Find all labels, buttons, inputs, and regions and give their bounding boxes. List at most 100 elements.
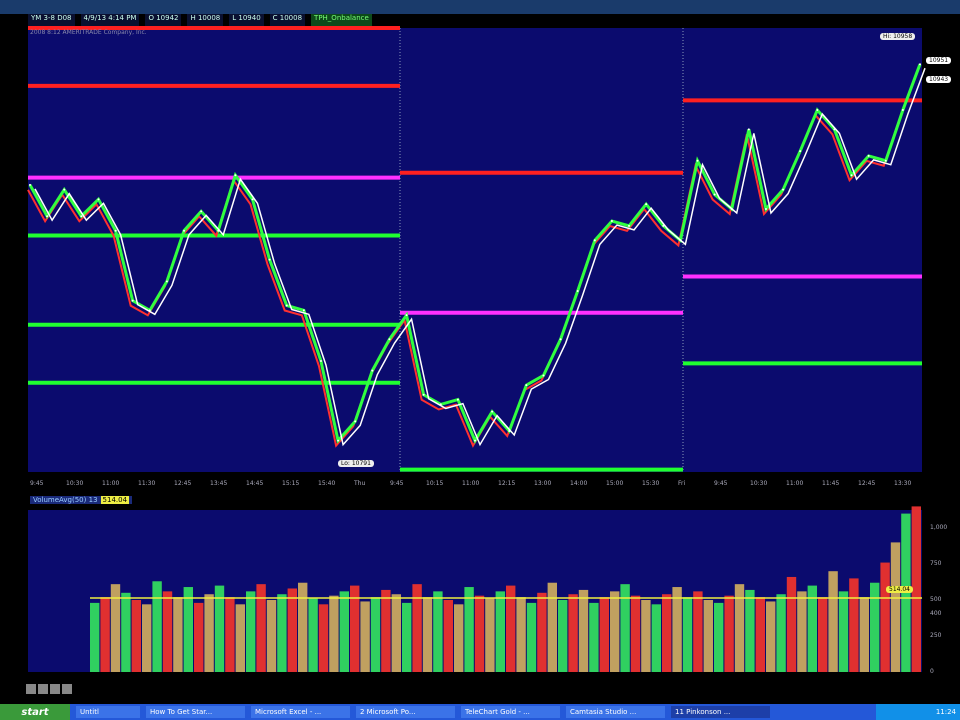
task-item[interactable]: TeleChart Gold - ... xyxy=(461,706,560,718)
price-point xyxy=(576,290,579,293)
settings-tool-icon[interactable] xyxy=(62,684,72,694)
volume-bar xyxy=(589,602,599,672)
volume-y-tick: 400 xyxy=(930,610,942,618)
x-tick-label: 15:40 xyxy=(318,480,336,487)
system-clock: 11:24 xyxy=(876,704,960,720)
price-point xyxy=(884,159,887,162)
price-point xyxy=(610,220,613,223)
x-tick-label: 12:45 xyxy=(858,480,876,487)
volume-bar xyxy=(131,600,141,672)
chart-tools xyxy=(26,684,72,694)
task-item[interactable]: How To Get Star... xyxy=(146,706,245,718)
volume-bar xyxy=(422,597,433,672)
price-point xyxy=(713,193,716,196)
volume-header: VolumeAvg(50) 13 514.04 xyxy=(30,496,133,504)
draw-tool-icon[interactable] xyxy=(50,684,60,694)
volume-bar xyxy=(162,591,173,672)
task-item[interactable]: 2 Microsoft Po... xyxy=(356,706,455,718)
symbol[interactable]: YM 3-8 D08 xyxy=(28,14,75,26)
study-label: TPH_Onbalance xyxy=(311,14,372,26)
volume-bar xyxy=(173,597,183,672)
price-point xyxy=(80,215,83,218)
volume-y-tick: 1,000 xyxy=(930,524,948,531)
volume-bar xyxy=(391,594,401,672)
volume-bar xyxy=(370,597,381,672)
volume-bar xyxy=(630,595,641,672)
volume-bar xyxy=(298,582,308,672)
quote-header: YM 3-8 D08 4/9/13 4:14 PM O 10942 H 1000… xyxy=(28,14,372,26)
volume-bar xyxy=(225,597,235,672)
volume-bar xyxy=(474,595,485,672)
chart-title: 2008 8:12 AMERITRADE Company, Inc. xyxy=(30,29,147,36)
pan-tool-icon[interactable] xyxy=(38,684,48,694)
x-tick-label: 13:30 xyxy=(894,480,912,487)
volume-bar xyxy=(734,584,745,672)
price-point xyxy=(747,128,750,131)
price-point xyxy=(919,63,921,66)
price-point xyxy=(439,403,442,406)
price-point xyxy=(559,338,562,341)
x-tick-label: 15:15 xyxy=(282,480,300,487)
task-item[interactable]: 11 Pinkonson ... xyxy=(671,706,770,718)
task-item[interactable]: Microsoft Excel - ... xyxy=(251,706,350,718)
volume-bar xyxy=(911,506,921,672)
volume-y-tick: 500 xyxy=(930,596,942,603)
volume-bar xyxy=(443,600,453,672)
price-point xyxy=(662,224,665,227)
volume-bar xyxy=(152,581,162,672)
price-point xyxy=(302,309,305,312)
volume-bar xyxy=(859,597,869,672)
x-tick-label: Thu xyxy=(354,480,366,487)
price-point xyxy=(285,304,288,307)
x-tick-label: Fri xyxy=(678,480,686,487)
volume-bar xyxy=(558,600,568,672)
volume-bar xyxy=(506,585,516,672)
price-point xyxy=(131,299,134,302)
volume-avg-tag: 514.04 xyxy=(886,586,913,593)
price-point xyxy=(850,174,853,177)
volume-bar xyxy=(194,602,204,672)
volume-period: 13 xyxy=(88,496,98,504)
task-item[interactable]: Camtasia Studio ... xyxy=(566,706,665,718)
x-tick-label: 12:15 xyxy=(498,480,516,487)
volume-bar xyxy=(516,597,526,672)
price-point xyxy=(114,229,117,232)
x-tick-label: 11:30 xyxy=(138,480,156,487)
volume-bar xyxy=(745,589,755,672)
price-point xyxy=(679,239,682,242)
price-point xyxy=(354,420,357,423)
volume-avg-value: 514.04 xyxy=(100,496,130,504)
quote-date: 4/9/13 4:14 PM xyxy=(80,14,140,26)
volume-bar xyxy=(849,578,859,672)
price-point xyxy=(491,410,494,413)
volume-bar xyxy=(578,589,589,672)
task-item[interactable]: Untitl xyxy=(76,706,140,718)
volume-title: VolumeAvg(50) xyxy=(33,496,87,504)
price-point xyxy=(388,338,391,341)
price-point xyxy=(799,150,802,153)
volume-bar xyxy=(838,591,849,672)
volume-bar xyxy=(266,600,277,672)
moving-average-line xyxy=(34,67,926,447)
zoom-tool-icon[interactable] xyxy=(26,684,36,694)
volume-bar xyxy=(183,587,193,672)
volume-bar xyxy=(651,604,661,672)
price-point xyxy=(234,174,237,177)
price-point xyxy=(217,229,220,232)
price-point xyxy=(645,203,648,206)
volume-bar xyxy=(568,594,578,672)
volume-bar xyxy=(662,594,672,672)
price-point xyxy=(63,188,66,191)
x-tick-label: 11:45 xyxy=(822,480,840,487)
price-point xyxy=(628,224,631,227)
volume-bar xyxy=(641,600,651,672)
volume-bar xyxy=(142,604,152,672)
volume-bar xyxy=(703,600,713,672)
x-tick-label: 13:00 xyxy=(534,480,552,487)
price-point xyxy=(508,429,511,432)
volume-bar xyxy=(786,576,797,672)
price-point xyxy=(422,393,425,396)
price-point xyxy=(764,207,767,210)
start-button[interactable]: start xyxy=(0,704,70,720)
